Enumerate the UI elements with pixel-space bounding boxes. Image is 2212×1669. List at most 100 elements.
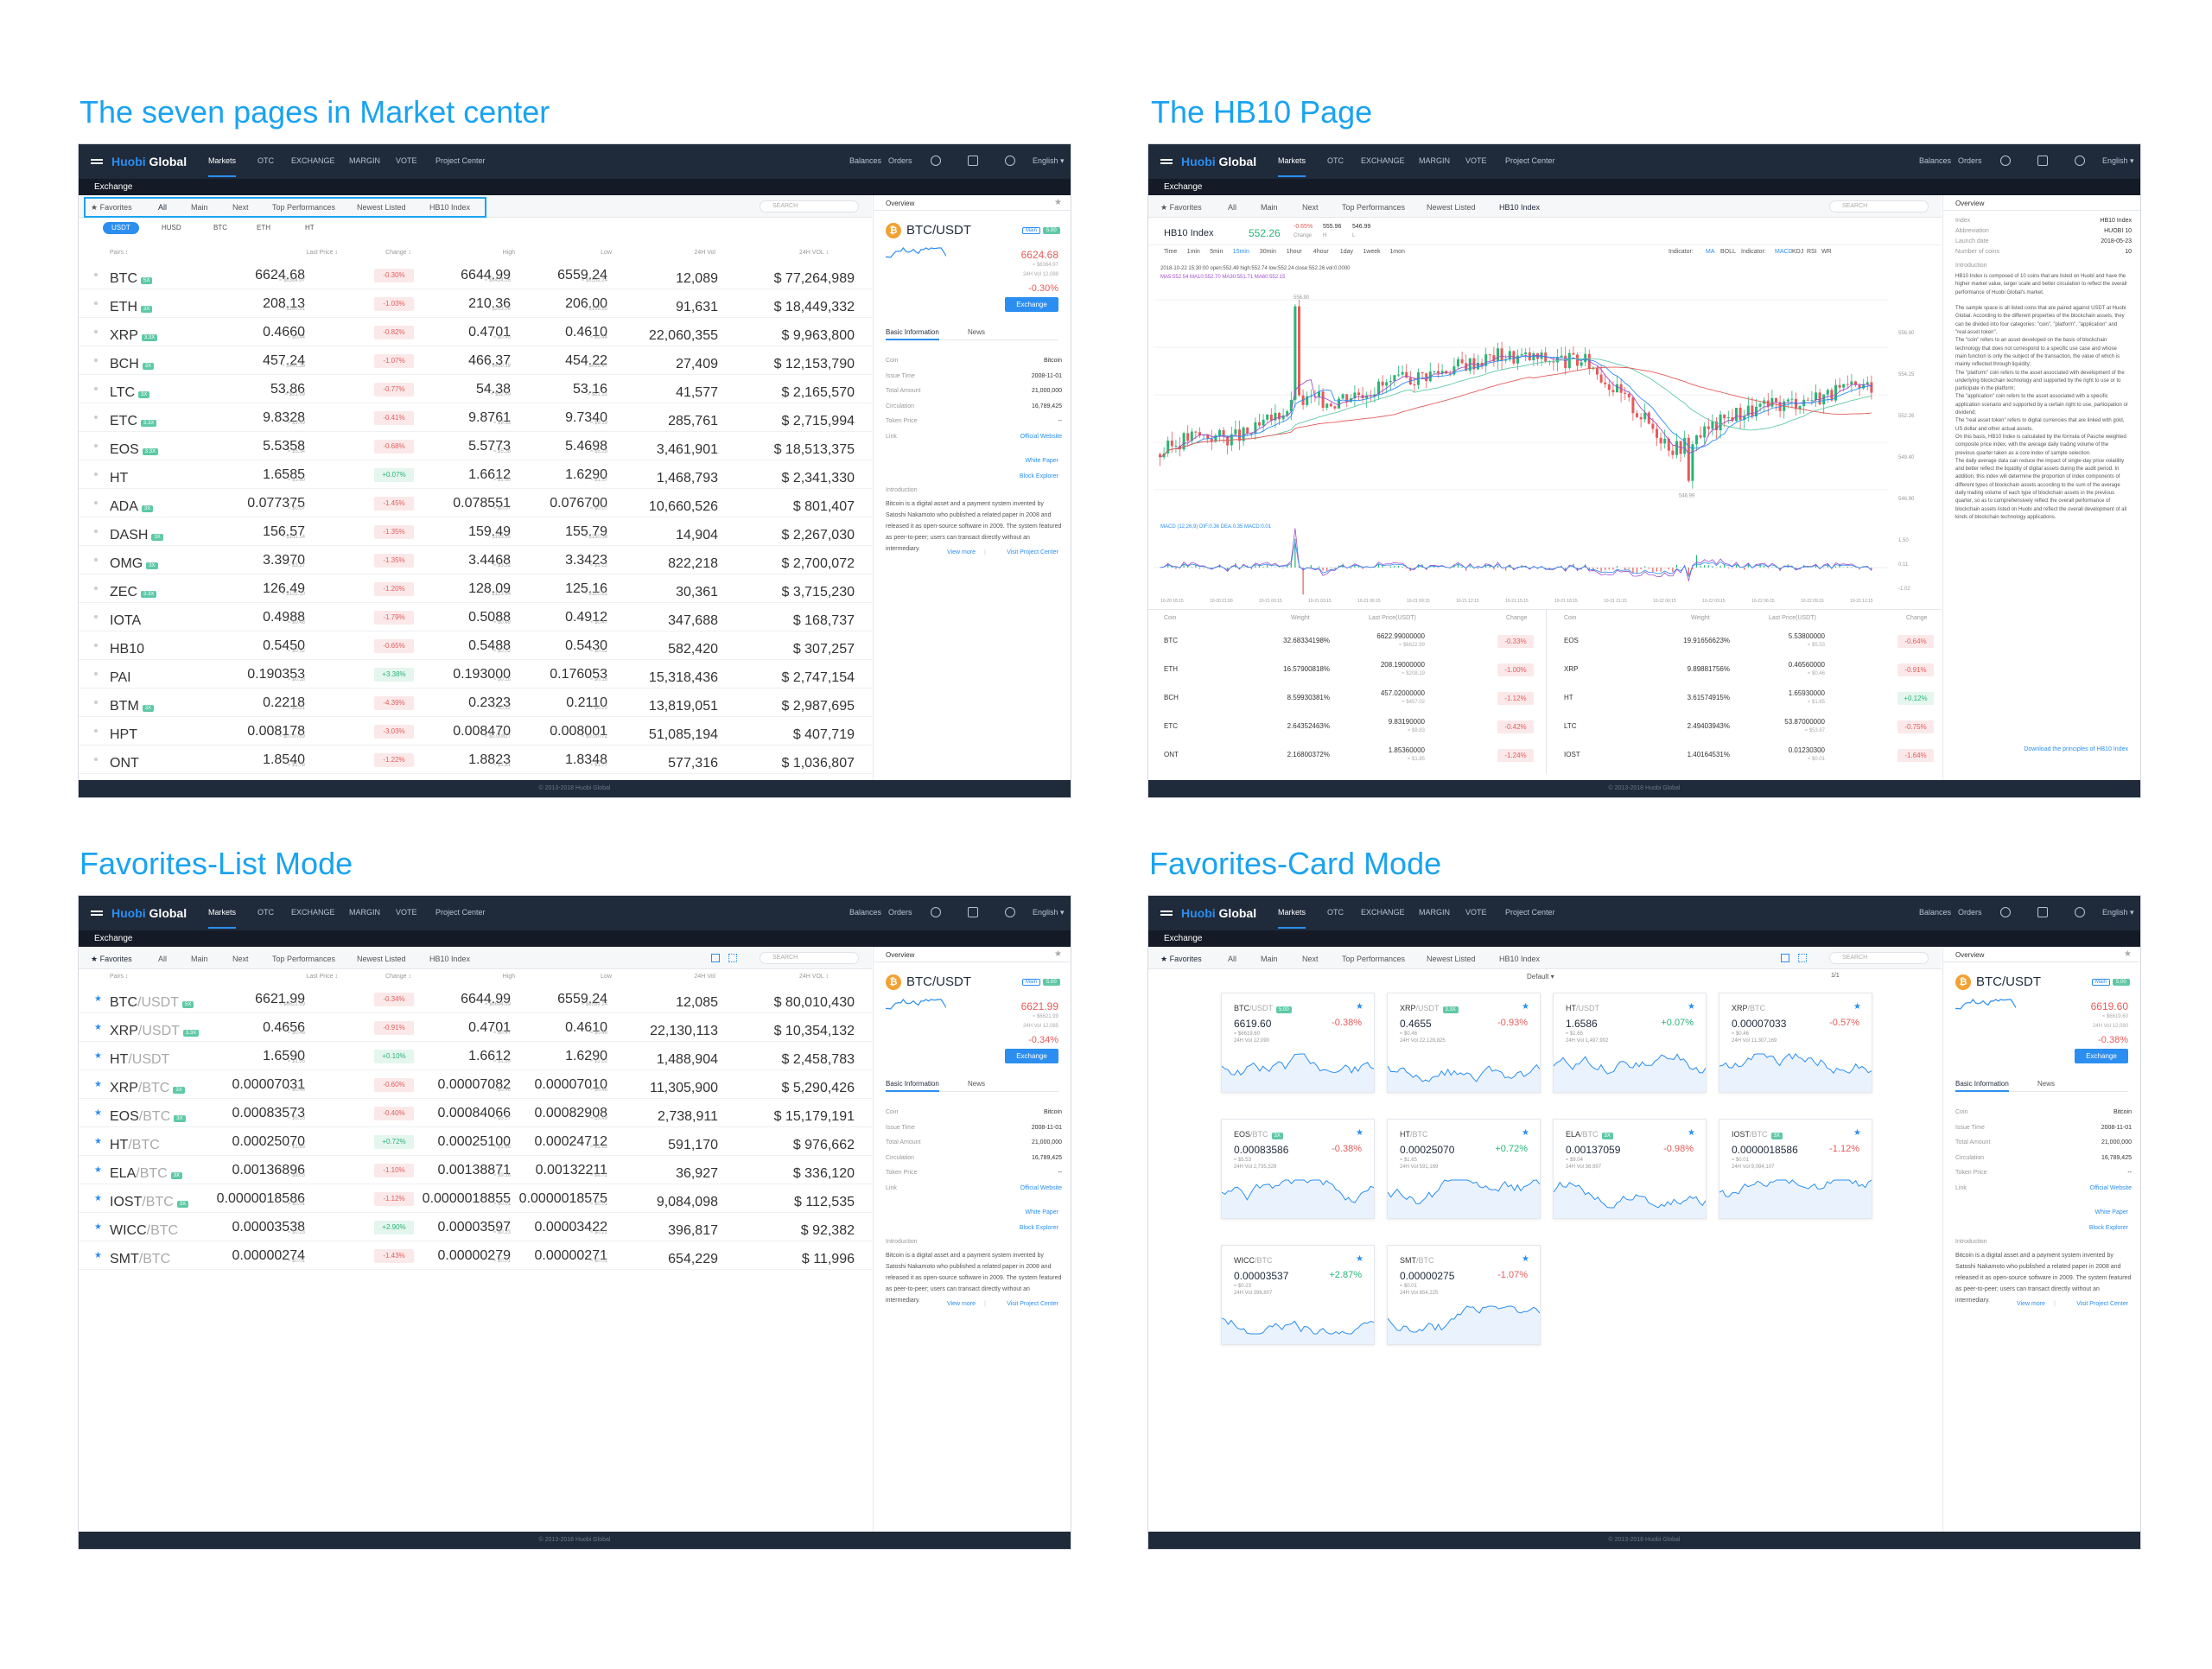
- pair-name[interactable]: BTC 5X: [110, 271, 153, 287]
- market-card[interactable]: IOST/BTC 3X ★ 0.0000018586 -1.12% ≈ $0.01 24H …: [1719, 1119, 1872, 1219]
- table-row[interactable]: ★ XRP/USDT 3.3X 0.4656 ≈ $0.46 -0.91% 0.4701 ≈ …: [79, 1013, 872, 1042]
- tab-main[interactable]: Main: [1261, 955, 1278, 963]
- quote-eth[interactable]: ETH: [257, 224, 270, 232]
- search-icon[interactable]: [931, 907, 941, 917]
- time-1week[interactable]: 1week: [1363, 249, 1381, 255]
- quote-usdt[interactable]: USDT: [103, 222, 139, 234]
- coin-name[interactable]: HT: [1564, 694, 1573, 701]
- table-row[interactable]: DASH 3X 156.57 ≈ $151.14 -1.35% 159.49 ≈ $153.…: [79, 517, 872, 546]
- pair-name[interactable]: ONT: [110, 756, 139, 771]
- table-row[interactable]: ADA 3X 0.077375 ≈ $0.07 -1.45% 0.078551 ≈ $0.0…: [79, 489, 872, 517]
- tab-favorites[interactable]: ★ Favorites: [91, 203, 132, 212]
- nav-exchange[interactable]: EXCHANGE: [291, 156, 335, 165]
- gear-icon[interactable]: [2075, 155, 2085, 166]
- pair-name[interactable]: ADA 3X: [110, 499, 154, 515]
- table-row[interactable]: ★ HT/USDT 1.6590 ≈ $1.65 +0.10% 1.6612 ≈ $1.66…: [79, 1042, 872, 1070]
- pair-name[interactable]: PAI: [110, 670, 131, 685]
- grid-view-icon[interactable]: [1798, 954, 1807, 962]
- nav-margin[interactable]: MARGIN: [1419, 908, 1450, 917]
- search-input[interactable]: SEARCH: [1829, 200, 1929, 213]
- quote-btc[interactable]: BTC: [213, 224, 227, 232]
- pair-name[interactable]: IOST/BTC 3X: [110, 1195, 189, 1210]
- tab-all[interactable]: All: [1228, 203, 1237, 212]
- logo[interactable]: Huobi Global: [111, 155, 188, 168]
- tab-all[interactable]: All: [158, 203, 168, 212]
- search-input[interactable]: SEARCH: [1829, 952, 1929, 964]
- tab-hb10[interactable]: HB10 Index: [429, 203, 471, 212]
- time-1min[interactable]: 1min: [1186, 249, 1200, 255]
- nav-otc[interactable]: OTC: [257, 908, 274, 917]
- nav-language[interactable]: English ▾: [2102, 908, 2134, 917]
- nav-margin[interactable]: MARGIN: [349, 908, 380, 917]
- market-card[interactable]: BTC/USDT 5.00 ★ 6619.60 -0.38% ≈ $6619.60 24H …: [1221, 993, 1375, 1093]
- pair-name[interactable]: HT/USDT: [110, 1052, 170, 1067]
- pair-name[interactable]: LTC 3X: [110, 385, 150, 401]
- nav-project[interactable]: Project Center: [1505, 156, 1555, 165]
- search-input[interactable]: SEARCH: [760, 952, 859, 964]
- info-link[interactable]: White Paper: [2094, 1209, 2128, 1215]
- table-row[interactable]: ★ IOST/BTC 3X 0.0000018586 ≈ $0.01 -1.12% 0.00…: [79, 1184, 872, 1213]
- tab-main[interactable]: Main: [191, 203, 208, 212]
- info-link[interactable]: Block Explorer: [1019, 1224, 1058, 1231]
- nav-margin[interactable]: MARGIN: [349, 156, 380, 165]
- tab-hb10[interactable]: HB10 Index: [429, 955, 471, 963]
- tab-next[interactable]: Next: [1302, 203, 1319, 212]
- pair-name[interactable]: XRP/BTC 3X: [110, 1081, 185, 1096]
- visit-project-link[interactable]: Visit Project Center: [1007, 1301, 1058, 1307]
- star-icon[interactable]: ★: [1356, 1254, 1363, 1264]
- tab-next[interactable]: Next: [232, 955, 249, 963]
- market-card[interactable]: SMT/BTC ★ 0.00000275 -1.07% ≈ $0.01 24H Vol 6…: [1387, 1245, 1541, 1345]
- nav-project[interactable]: Project Center: [435, 908, 486, 917]
- speaker-icon[interactable]: [2037, 155, 2048, 166]
- indicator-2[interactable]: BOLL: [1720, 249, 1736, 255]
- time-5min[interactable]: 5min: [1210, 249, 1224, 255]
- star-icon[interactable]: ★: [94, 1051, 102, 1061]
- table-row[interactable]: ★ XRP/BTC 3X 0.00007031 ≈ $0.46 -0.60% 0.00007…: [79, 1070, 872, 1099]
- tab-hb10[interactable]: HB10 Index: [1499, 955, 1541, 963]
- nav-language[interactable]: English ▾: [2102, 156, 2134, 165]
- nav-markets[interactable]: Markets: [208, 908, 237, 929]
- pair-name[interactable]: ZEC 3.3X: [110, 585, 157, 600]
- col-change[interactable]: Change ↕: [385, 974, 411, 980]
- tab-main[interactable]: Main: [191, 955, 208, 963]
- info-link[interactable]: Block Explorer: [2088, 1224, 2128, 1231]
- logo[interactable]: Huobi Global: [1181, 155, 1257, 168]
- info-value[interactable]: Official Website: [2089, 1184, 2132, 1191]
- nav-balances[interactable]: Balances: [1919, 156, 1952, 165]
- tab-top[interactable]: Top Performances: [1342, 203, 1406, 212]
- gear-icon[interactable]: [2075, 907, 2085, 917]
- col-volc[interactable]: 24H VOL ↕: [799, 974, 829, 980]
- nav-vote[interactable]: VOTE: [1465, 156, 1487, 165]
- star-icon[interactable]: ★: [1688, 1128, 1695, 1138]
- view-more-link[interactable]: View more: [947, 549, 976, 555]
- nav-orders[interactable]: Orders: [888, 156, 912, 165]
- tab-next[interactable]: Next: [1302, 955, 1319, 963]
- market-card[interactable]: EOS/BTC 3X ★ 0.00083586 -0.38% ≈ $5.53 24H Vol…: [1221, 1119, 1375, 1219]
- pair-name[interactable]: BTM 3X: [110, 699, 155, 714]
- gear-icon[interactable]: [1005, 155, 1015, 166]
- tab-main[interactable]: Main: [1261, 203, 1278, 212]
- star-icon[interactable]: ★: [94, 1222, 102, 1232]
- tab-basic-info[interactable]: Basic Information: [1955, 1080, 2009, 1092]
- time-1mon[interactable]: 1mon: [1389, 249, 1405, 255]
- pair-name[interactable]: BTC/USDT 5X: [110, 995, 194, 1011]
- info-link[interactable]: White Paper: [1025, 1209, 1058, 1215]
- tab-newest[interactable]: Newest Listed: [1427, 203, 1476, 212]
- nav-exchange[interactable]: EXCHANGE: [291, 908, 335, 917]
- table-row[interactable]: ★ HT/BTC 0.00025070 ≈ $1.65 +0.72% 0.00025100…: [79, 1127, 872, 1156]
- nav-vote[interactable]: VOTE: [396, 156, 417, 165]
- pair-name[interactable]: OMG 3X: [110, 556, 158, 572]
- star-icon[interactable]: ★: [1688, 1002, 1695, 1012]
- tab-basic-info[interactable]: Basic Information: [886, 1080, 939, 1092]
- nav-project[interactable]: Project Center: [1505, 908, 1555, 917]
- table-row[interactable]: ETC 3.3X 9.8328 ≈ $9.49 -0.41% 9.8761 ≈ $9.53 9…: [79, 403, 872, 432]
- star-icon[interactable]: ★: [1522, 1254, 1529, 1264]
- star-icon[interactable]: ★: [1522, 1128, 1529, 1138]
- nav-balances[interactable]: Balances: [849, 156, 882, 165]
- pair-name[interactable]: HPT: [110, 727, 137, 742]
- tab-favorites[interactable]: ★ Favorites: [91, 955, 132, 963]
- table-row[interactable]: HPT 0.008178 ≈ $0.00789 -3.03% 0.008470 ≈ $0.…: [79, 717, 872, 746]
- table-row[interactable]: LTC 3X 53.86 ≈ $51.99 -0.77% 54.38 ≈ $52.49 53.…: [79, 375, 872, 403]
- menu-icon[interactable]: [91, 911, 103, 912]
- tab-favorites[interactable]: ★ Favorites: [1160, 203, 1202, 212]
